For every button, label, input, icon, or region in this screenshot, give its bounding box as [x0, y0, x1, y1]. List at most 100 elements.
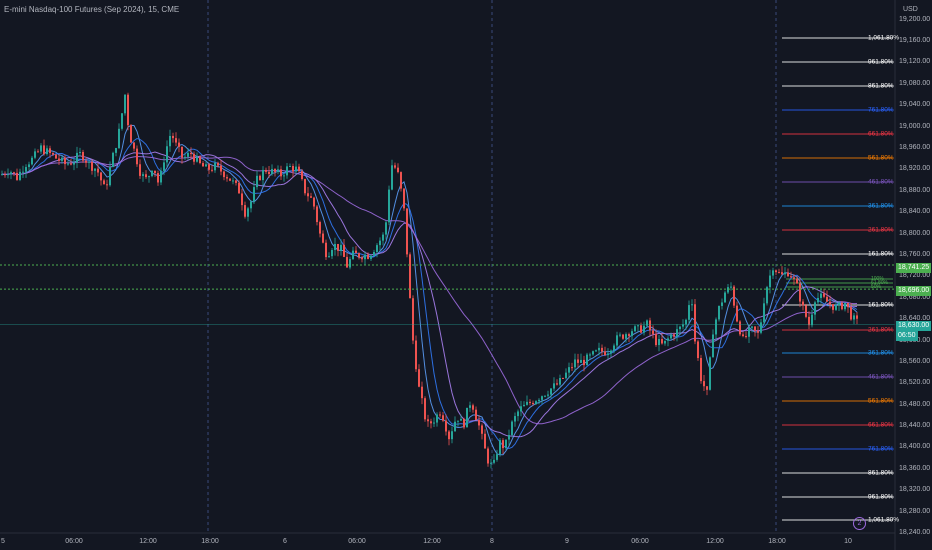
- candle-body: [433, 422, 435, 424]
- candle-body: [460, 418, 462, 421]
- candle-body: [145, 174, 147, 178]
- candle-body: [529, 401, 531, 403]
- candle-body: [175, 138, 177, 143]
- candle-body: [100, 172, 102, 181]
- candle-body: [775, 270, 777, 273]
- price-tick: 19,200.00: [899, 15, 931, 23]
- candle-body: [322, 233, 324, 243]
- horizontal-levels: [0, 264, 895, 325]
- candle-body: [4, 174, 6, 176]
- candle-body: [691, 304, 693, 306]
- price-tick: 18,360.00: [899, 464, 931, 472]
- price-tick: 18,560.00: [899, 357, 931, 365]
- candle-body: [736, 305, 738, 322]
- candle-body: [739, 321, 741, 335]
- candle-body: [67, 163, 69, 165]
- candle-body: [640, 325, 642, 333]
- candle-body: [475, 409, 477, 420]
- price-tick: 18,680.00: [899, 293, 931, 301]
- candle-body: [760, 322, 762, 333]
- candle-body: [436, 414, 438, 423]
- candle-body: [457, 420, 459, 422]
- symbol-title[interactable]: E-mini Nasdaq-100 Futures (Sep 2024), 15…: [4, 5, 180, 14]
- price-tick: 18,520.00: [899, 379, 931, 387]
- candle-body: [466, 407, 468, 428]
- candle-body: [709, 357, 711, 390]
- candle-body: [238, 182, 240, 194]
- candle-body: [241, 193, 243, 206]
- candle-body: [619, 334, 621, 336]
- candle-body: [853, 315, 855, 320]
- candle-body: [205, 164, 207, 167]
- candle-body: [571, 367, 573, 369]
- price-tick: 18,920.00: [899, 165, 931, 173]
- candle-body: [451, 431, 453, 440]
- candle-body: [409, 254, 411, 299]
- candle-body: [259, 175, 261, 181]
- fib-level-label: 861.80%: [868, 469, 894, 477]
- candle-body: [697, 341, 699, 359]
- candle-body: [385, 222, 387, 235]
- candle-body: [73, 162, 75, 165]
- candle-body: [499, 440, 501, 455]
- candle-body: [418, 369, 420, 387]
- candle-body: [91, 161, 93, 171]
- candle-body: [289, 166, 291, 168]
- candle-body: [358, 253, 360, 258]
- fib-level-label: 761.80%: [868, 106, 894, 114]
- candle-body: [271, 168, 273, 175]
- candle-body: [574, 359, 576, 368]
- candle-body: [715, 319, 717, 335]
- candle-body: [16, 172, 18, 180]
- candle-body: [784, 272, 786, 275]
- candle-body: [790, 276, 792, 278]
- candle-body: [118, 128, 120, 149]
- candle-body: [544, 395, 546, 397]
- last-price-tag: 18,630.00: [896, 321, 932, 331]
- candle-body: [589, 354, 591, 356]
- candle-body: [844, 302, 846, 310]
- candle-body: [298, 166, 300, 172]
- candle-body: [61, 157, 63, 161]
- alerts-badge-icon[interactable]: 2: [853, 517, 866, 530]
- candle-body: [25, 167, 27, 172]
- candle-body: [172, 135, 174, 139]
- candle-body: [235, 180, 237, 183]
- candle-body: [562, 378, 564, 380]
- fib-level-label: 100%: [871, 276, 884, 282]
- candle-body: [688, 305, 690, 320]
- candle-body: [634, 326, 636, 332]
- candle-body: [766, 287, 768, 304]
- candle-body: [673, 334, 675, 337]
- candle-body: [613, 345, 615, 351]
- candle-body: [82, 151, 84, 161]
- candle-body: [373, 252, 375, 256]
- time-tick: 10: [844, 538, 852, 545]
- candle-body: [283, 175, 285, 177]
- candle-body: [847, 302, 849, 308]
- candle-body: [820, 293, 822, 298]
- candle-body: [199, 156, 201, 164]
- candle-body: [607, 353, 609, 356]
- currency-label[interactable]: USD: [903, 6, 918, 13]
- candle-body: [133, 142, 135, 149]
- candle-body: [34, 151, 36, 158]
- candle-body: [631, 331, 633, 336]
- candle-body: [655, 333, 657, 346]
- candle-body: [346, 256, 348, 268]
- candle-body: [196, 156, 198, 162]
- candle-body: [106, 184, 108, 186]
- candle-body: [481, 425, 483, 434]
- price-tick: 18,640.00: [899, 315, 931, 323]
- candle-body: [427, 419, 429, 422]
- candle-body: [190, 152, 192, 154]
- candle-body: [391, 165, 393, 190]
- candle-body: [376, 245, 378, 253]
- candle-body: [115, 148, 117, 153]
- candle-body: [511, 421, 513, 435]
- fibonacci-extension-lines: [782, 37, 893, 521]
- candle-body: [130, 125, 132, 143]
- candle-body: [334, 243, 336, 251]
- candle-body: [13, 172, 15, 174]
